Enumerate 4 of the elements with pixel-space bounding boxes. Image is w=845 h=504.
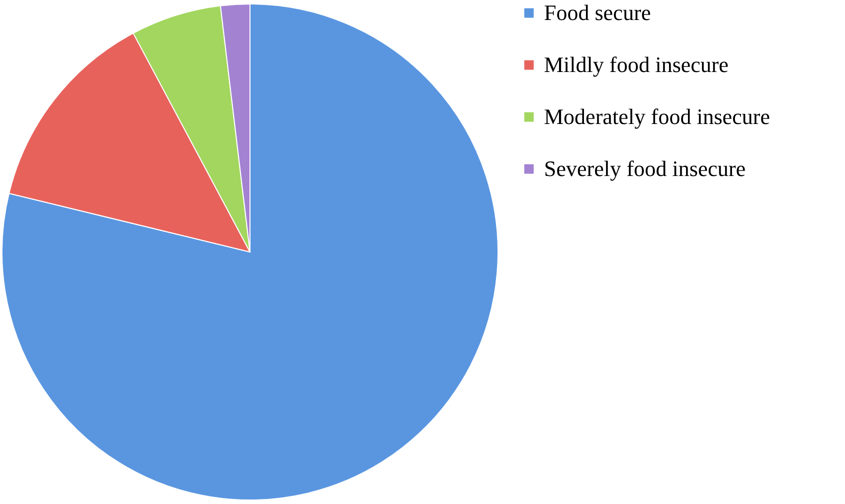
legend-label: Severely food insecure	[544, 156, 746, 181]
legend-label: Mildly food insecure	[544, 52, 729, 77]
legend-label: Food secure	[544, 0, 651, 25]
legend-label: Moderately food insecure	[544, 104, 770, 129]
